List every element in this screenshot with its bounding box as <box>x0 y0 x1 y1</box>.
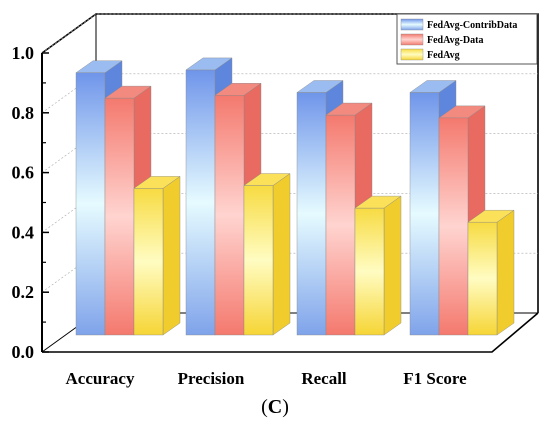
gridline <box>41 13 538 54</box>
legend: FedAvg-ContribData FedAvg-Data FedAvg <box>396 13 538 65</box>
bar-front-face <box>133 188 164 336</box>
y-tick-label: 0.0 <box>12 342 35 362</box>
y-tick-label: 0.6 <box>12 163 35 183</box>
bar-front-face <box>438 117 469 336</box>
bar-front-face <box>467 221 498 336</box>
bar-top-face <box>325 102 373 116</box>
bar <box>354 195 402 336</box>
bars <box>75 57 515 336</box>
bar-side-face <box>383 195 402 336</box>
gridline <box>41 133 538 173</box>
y-axis: 0.0 0.2 0.4 0.6 0.8 1.0 <box>12 43 49 362</box>
caption-close: ) <box>282 396 289 418</box>
x-tick-label: Recall <box>301 369 347 388</box>
bar-side-face <box>272 173 291 336</box>
bar-side-face <box>496 209 515 336</box>
bar-chart: 0.0 0.2 0.4 0.6 0.8 1.0 Accuracy Precision Reca… <box>12 13 539 388</box>
bar-top-face <box>75 60 123 73</box>
bar <box>243 173 291 336</box>
x-tick-label: F1 Score <box>403 369 467 388</box>
legend-label: FedAvg-Data <box>427 35 483 46</box>
caption-letter: C <box>267 396 283 418</box>
bar-top-face <box>467 209 515 223</box>
bar-front-face <box>325 114 356 336</box>
legend-swatch <box>400 18 424 31</box>
bar-top-face <box>104 85 152 99</box>
caption-open: ( <box>261 396 268 418</box>
bar-front-face <box>214 95 245 336</box>
x-tick-label: Precision <box>178 369 245 388</box>
legend-swatch <box>400 48 424 61</box>
bar <box>467 209 515 336</box>
bar-top-face <box>133 176 181 189</box>
bar-front-face <box>296 92 327 336</box>
bar-top-face <box>296 80 344 93</box>
bar-front-face <box>75 72 106 336</box>
x-tick-label: Accuracy <box>66 369 135 388</box>
bar-top-face <box>354 195 402 209</box>
bar-front-face <box>104 97 135 336</box>
legend-swatch <box>400 33 424 46</box>
bar-side-face <box>162 175 181 336</box>
legend-label: FedAvg <box>427 50 460 61</box>
bar-top-face <box>214 83 262 96</box>
bar-front-face <box>354 207 385 336</box>
y-tick-label: 0.8 <box>12 103 35 123</box>
bar-top-face <box>243 173 291 186</box>
gridline <box>41 193 538 233</box>
figure-caption: (C) <box>0 396 550 419</box>
bar-top-face <box>438 105 486 119</box>
y-tick-label: 1.0 <box>12 43 35 63</box>
bar-top-face <box>409 80 457 93</box>
bar-front-face <box>185 69 216 336</box>
bar-front-face <box>243 185 274 336</box>
y-tick-label: 0.2 <box>12 282 35 302</box>
bar <box>133 175 181 336</box>
floor-front-edge <box>42 312 539 353</box>
y-tick-label: 0.4 <box>12 222 35 242</box>
bar-front-face <box>409 92 440 336</box>
gridline <box>41 73 538 114</box>
bar-top-face <box>185 57 233 71</box>
x-axis-labels: Accuracy Precision Recall F1 Score <box>66 369 468 388</box>
legend-label: FedAvg-ContribData <box>427 20 517 31</box>
